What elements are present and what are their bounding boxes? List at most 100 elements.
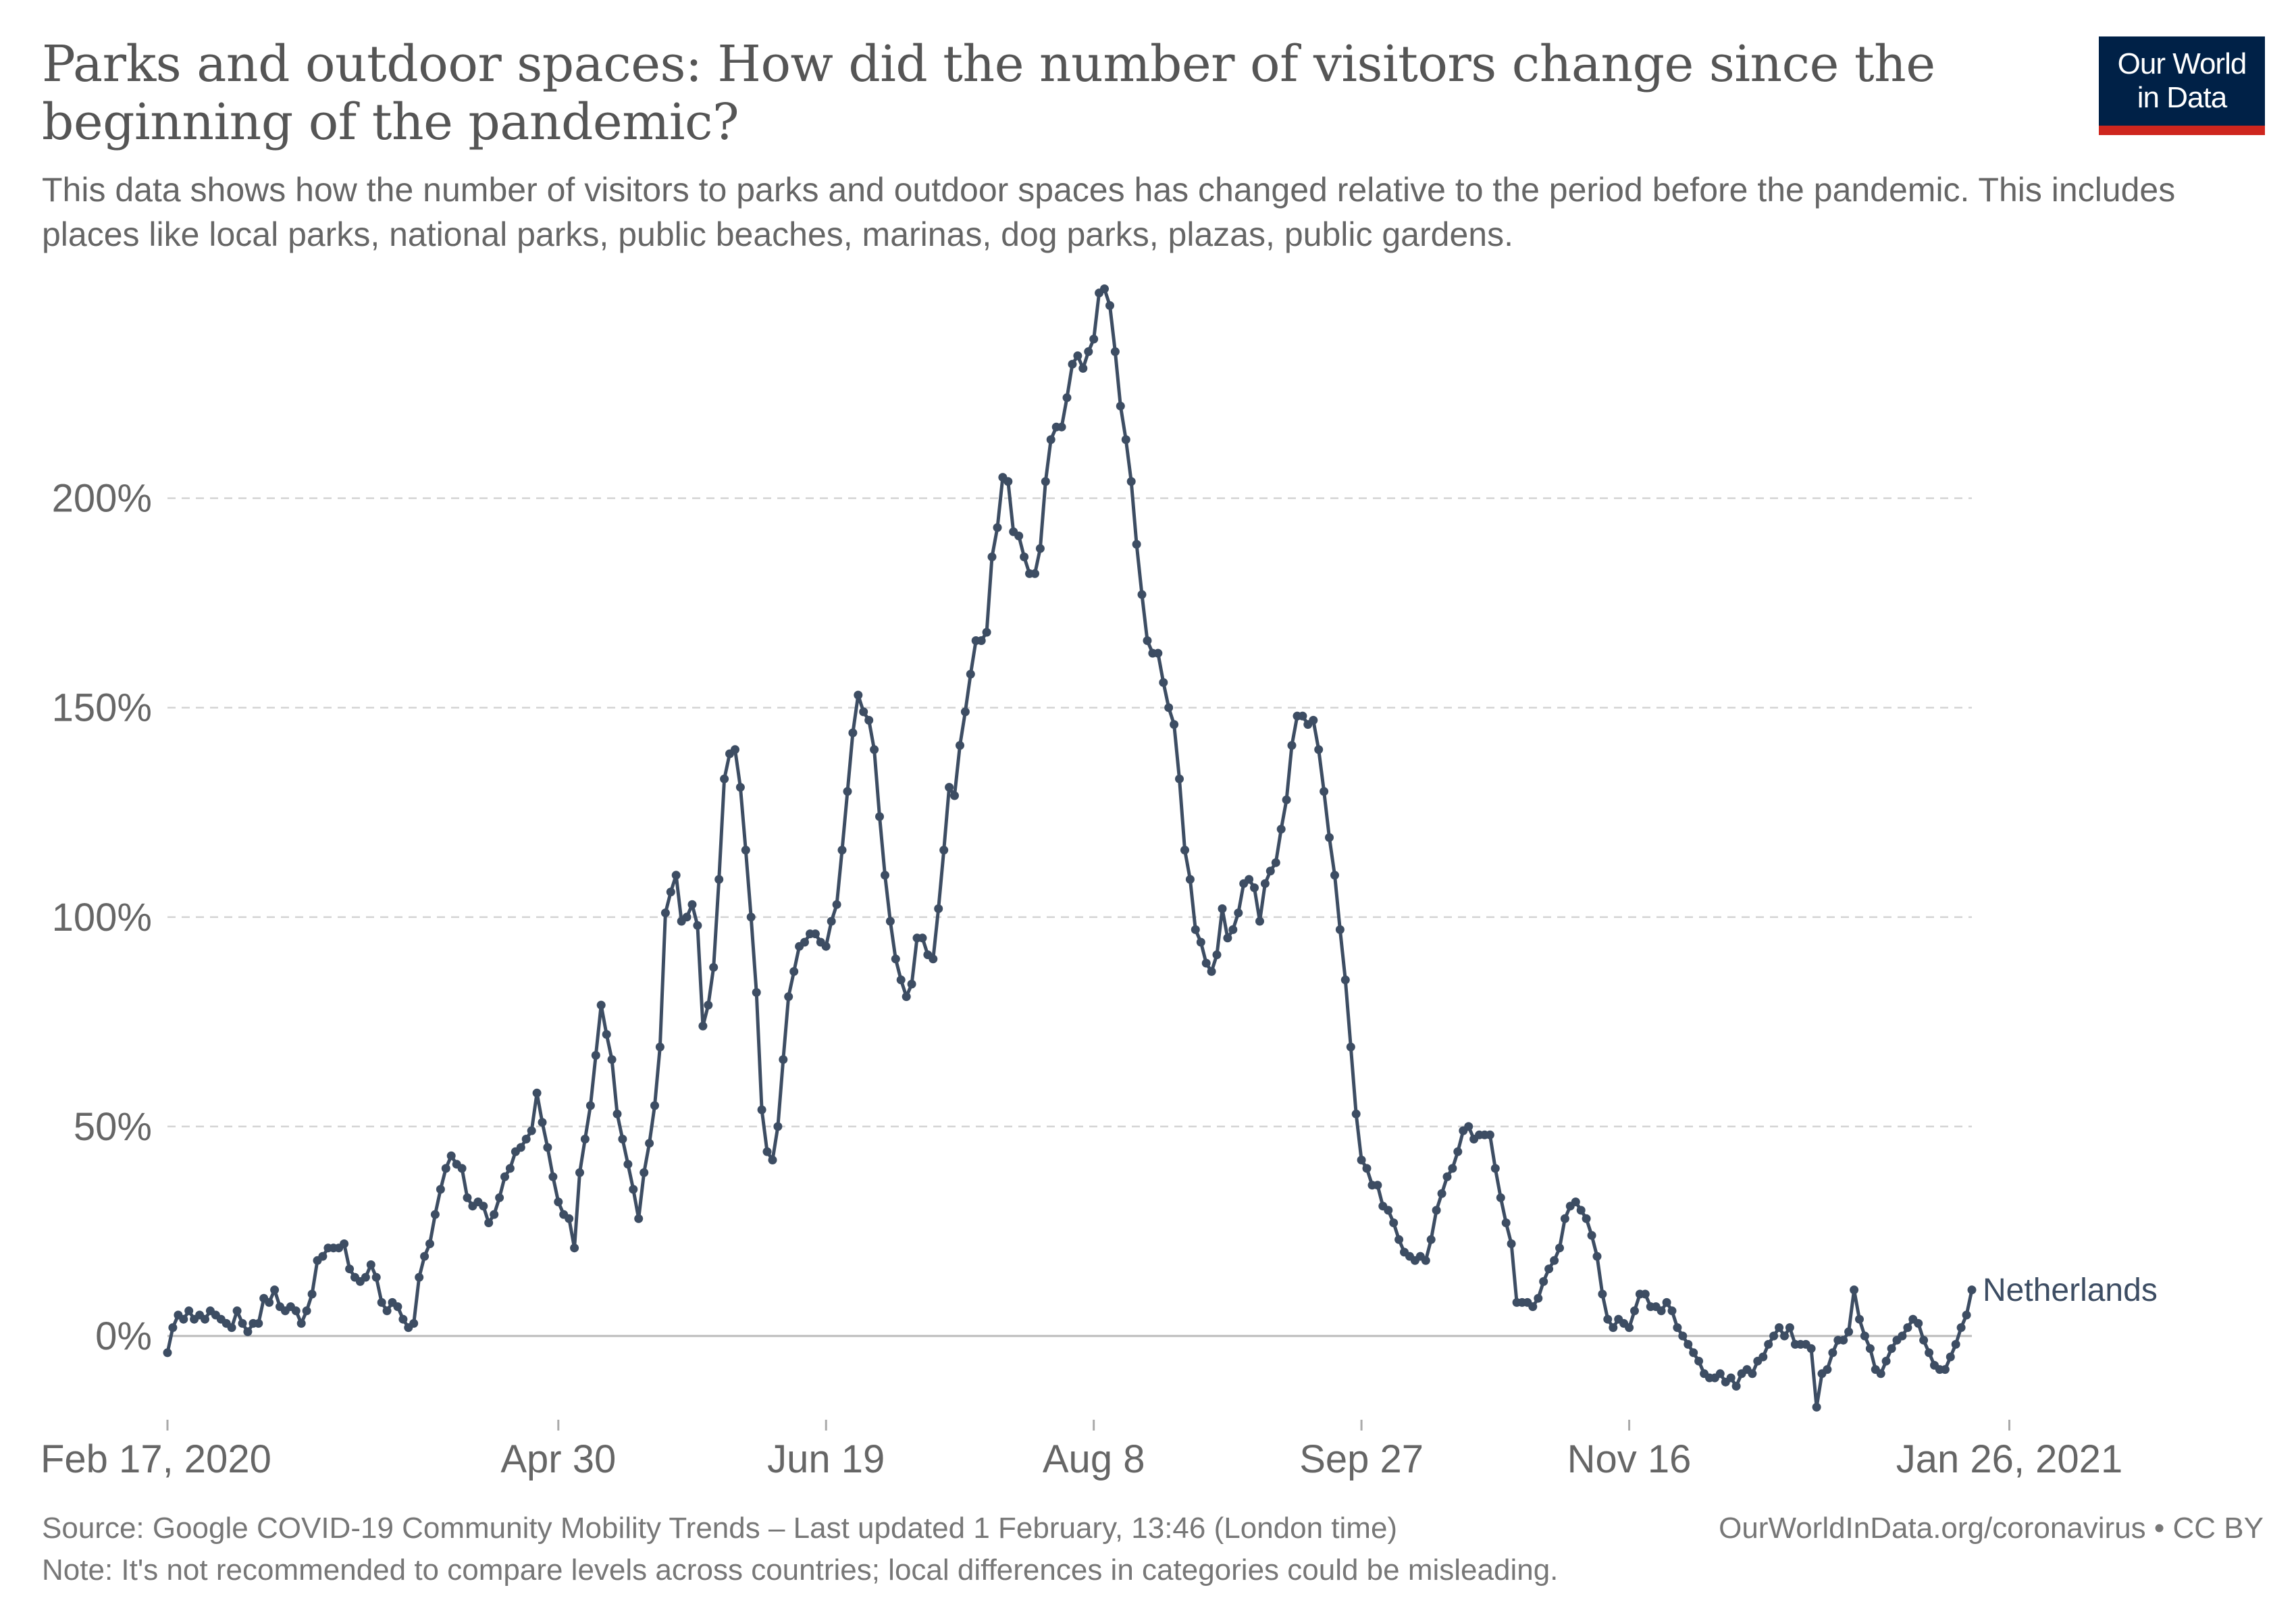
data-point[interactable]	[1806, 1344, 1816, 1354]
data-point[interactable]	[671, 871, 681, 880]
data-point[interactable]	[1828, 1348, 1837, 1358]
data-point[interactable]	[929, 954, 938, 964]
data-point[interactable]	[698, 1021, 708, 1031]
data-point[interactable]	[1170, 720, 1179, 729]
data-point[interactable]	[1330, 871, 1339, 880]
data-point[interactable]	[693, 921, 702, 930]
data-point[interactable]	[1335, 925, 1345, 934]
data-point[interactable]	[1078, 363, 1088, 373]
data-point[interactable]	[1903, 1323, 1912, 1333]
data-point[interactable]	[1394, 1235, 1404, 1244]
data-point[interactable]	[1362, 1164, 1372, 1173]
data-point[interactable]	[1881, 1356, 1891, 1366]
data-point[interactable]	[1346, 1042, 1355, 1052]
data-point[interactable]	[746, 912, 756, 922]
data-point[interactable]	[1260, 879, 1270, 888]
data-point[interactable]	[1528, 1302, 1538, 1312]
data-point[interactable]	[1389, 1218, 1399, 1227]
data-point[interactable]	[1662, 1297, 1671, 1307]
data-point[interactable]	[345, 1264, 355, 1274]
data-point[interactable]	[934, 904, 943, 913]
data-point[interactable]	[1625, 1323, 1634, 1333]
data-point[interactable]	[296, 1318, 306, 1328]
data-point[interactable]	[1062, 393, 1072, 403]
data-point[interactable]	[201, 1314, 209, 1324]
data-point[interactable]	[623, 1160, 633, 1169]
data-point[interactable]	[1384, 1206, 1393, 1215]
data-point[interactable]	[810, 929, 820, 939]
data-point[interactable]	[1212, 950, 1222, 960]
data-point[interactable]	[538, 1118, 547, 1127]
data-point[interactable]	[1116, 401, 1125, 411]
data-point[interactable]	[1550, 1256, 1559, 1265]
data-point[interactable]	[1282, 795, 1291, 804]
data-point[interactable]	[1121, 435, 1130, 444]
series-netherlands[interactable]: Netherlands	[163, 284, 2158, 1412]
data-point[interactable]	[1946, 1352, 1955, 1362]
data-point[interactable]	[1105, 301, 1114, 310]
data-point[interactable]	[1694, 1356, 1704, 1366]
data-point[interactable]	[575, 1168, 584, 1177]
data-point[interactable]	[870, 745, 879, 754]
data-point[interactable]	[1185, 875, 1195, 884]
data-point[interactable]	[163, 1348, 172, 1358]
data-point[interactable]	[1153, 648, 1163, 658]
data-point[interactable]	[741, 846, 750, 855]
data-point[interactable]	[645, 1139, 654, 1148]
data-point[interactable]	[1731, 1381, 1741, 1391]
data-point[interactable]	[1748, 1369, 1757, 1379]
data-point[interactable]	[821, 942, 831, 951]
data-point[interactable]	[982, 627, 991, 637]
data-point[interactable]	[1068, 359, 1077, 369]
data-point[interactable]	[532, 1088, 542, 1098]
data-point[interactable]	[377, 1297, 386, 1307]
data-point[interactable]	[1137, 590, 1147, 599]
data-point[interactable]	[446, 1151, 456, 1160]
data-point[interactable]	[854, 690, 863, 700]
data-point[interactable]	[832, 900, 841, 909]
data-point[interactable]	[585, 1101, 595, 1110]
data-point[interactable]	[1250, 883, 1259, 892]
data-point[interactable]	[1898, 1331, 1907, 1341]
data-point[interactable]	[1823, 1365, 1832, 1374]
data-point[interactable]	[430, 1210, 440, 1219]
data-point[interactable]	[1426, 1235, 1436, 1244]
data-point[interactable]	[238, 1318, 247, 1328]
data-point[interactable]	[1464, 1122, 1473, 1131]
data-point[interactable]	[1276, 825, 1286, 834]
data-point[interactable]	[1967, 1285, 1977, 1295]
data-point[interactable]	[1357, 1156, 1366, 1164]
data-point[interactable]	[495, 1193, 504, 1202]
data-point[interactable]	[1496, 1193, 1505, 1202]
data-point[interactable]	[714, 875, 724, 884]
data-point[interactable]	[382, 1306, 392, 1316]
data-point[interactable]	[660, 908, 670, 918]
data-point[interactable]	[1887, 1344, 1896, 1354]
data-point[interactable]	[420, 1252, 429, 1261]
data-point[interactable]	[318, 1252, 328, 1261]
data-point[interactable]	[1501, 1218, 1511, 1227]
data-point[interactable]	[243, 1327, 253, 1337]
data-point[interactable]	[500, 1172, 509, 1181]
data-point[interactable]	[1030, 569, 1039, 578]
data-point[interactable]	[565, 1214, 574, 1223]
data-point[interactable]	[629, 1185, 638, 1194]
data-point[interactable]	[1325, 833, 1334, 842]
data-point[interactable]	[484, 1218, 494, 1227]
data-point[interactable]	[687, 900, 697, 909]
data-point[interactable]	[1684, 1339, 1693, 1349]
series-label[interactable]: Netherlands	[1983, 1272, 2158, 1308]
data-point[interactable]	[1020, 552, 1029, 561]
data-point[interactable]	[1351, 1109, 1361, 1118]
data-point[interactable]	[1287, 741, 1297, 750]
data-point[interactable]	[527, 1126, 536, 1135]
data-point[interactable]	[837, 846, 847, 855]
data-point[interactable]	[580, 1135, 590, 1143]
data-point[interactable]	[640, 1168, 649, 1177]
data-point[interactable]	[1245, 875, 1254, 884]
data-point[interactable]	[848, 728, 858, 738]
data-point[interactable]	[1715, 1369, 1725, 1379]
data-point[interactable]	[945, 783, 954, 792]
data-point[interactable]	[457, 1164, 467, 1173]
data-point[interactable]	[1432, 1206, 1441, 1215]
